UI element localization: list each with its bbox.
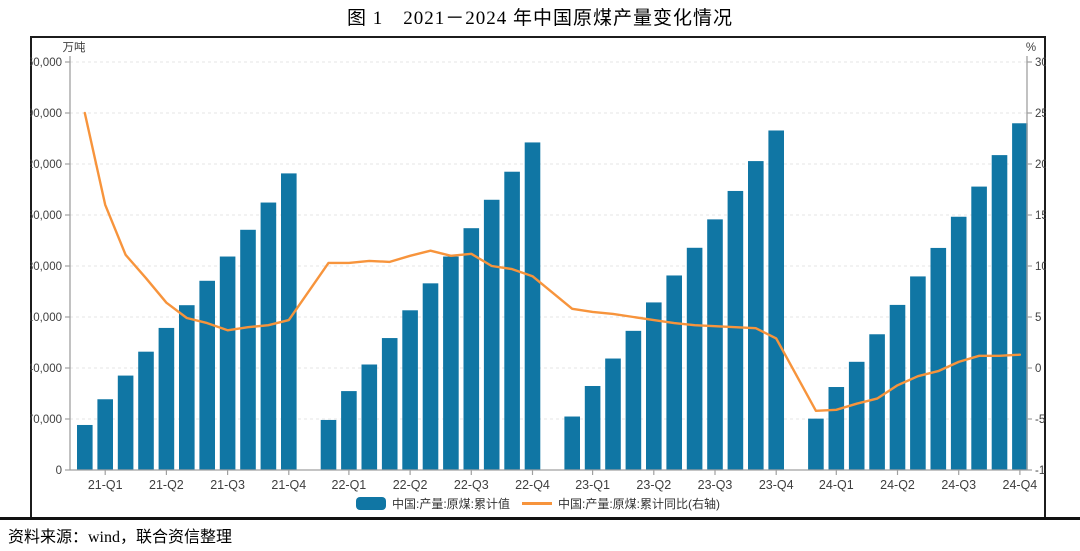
bar — [889, 304, 906, 470]
x-axis-tick-label: 23-Q1 — [575, 478, 610, 492]
left-axis-tick-label: 350,000 — [30, 210, 62, 222]
bar — [768, 130, 784, 470]
bar — [686, 247, 703, 470]
left-axis-tick-label: 280,000 — [30, 261, 62, 273]
line-series-label: 中国:产量:原煤:累计同比(右轴) — [558, 497, 720, 511]
bar — [463, 228, 480, 470]
bar — [584, 385, 601, 470]
bar — [281, 173, 297, 471]
bar — [869, 334, 885, 470]
left-axis-tick-label: 0 — [56, 465, 62, 477]
bar — [808, 418, 824, 470]
bar — [707, 219, 723, 470]
bottom-divider — [0, 517, 1080, 520]
bar — [971, 186, 987, 471]
right-axis-unit: % — [1026, 42, 1036, 54]
right-axis-tick-label: 0 — [1035, 363, 1041, 375]
legend-item-bar-series: 中国:产量:原煤:累计值 — [355, 495, 510, 512]
bar — [240, 229, 256, 470]
x-axis-tick-label: 21-Q3 — [210, 478, 245, 492]
chart-frame: 0 -10 70,000 -5 140,000 0 210,000 5 280,000 10 350… — [30, 36, 1046, 519]
chart-legend: 中国:产量:原煤:累计值 中国:产量:原煤:累计同比(右轴) — [32, 495, 1044, 512]
right-axis-tick-label: 5 — [1035, 312, 1041, 324]
yoy-line — [83, 111, 1022, 412]
bar — [320, 419, 337, 470]
coal-production-chart: 0 -10 70,000 -5 140,000 0 210,000 5 280,000 10 350… — [30, 41, 1046, 492]
bar — [483, 199, 500, 470]
bar-series-swatch-icon — [355, 497, 386, 510]
left-axis-tick-label: 70,000 — [30, 414, 62, 426]
bar — [524, 142, 541, 471]
bar — [605, 358, 621, 470]
x-axis-tick-label: 24-Q1 — [819, 478, 854, 492]
bar — [564, 416, 580, 470]
bar-series-label: 中国:产量:原煤:累计值 — [391, 497, 510, 511]
left-axis-tick-label: 420,000 — [30, 159, 62, 171]
x-axis-tick-label: 24-Q4 — [1003, 478, 1038, 492]
right-axis-tick-label: 10 — [1035, 261, 1046, 273]
bar — [341, 391, 357, 470]
x-axis-tick-label: 23-Q2 — [636, 478, 671, 492]
right-axis-tick-label: -10 — [1035, 465, 1046, 477]
axis-labels-group: 0 -10 70,000 -5 140,000 0 210,000 5 280,000 10 350… — [30, 41, 1046, 492]
x-axis-tick-label: 21-Q1 — [88, 478, 123, 492]
bar — [748, 161, 764, 471]
right-axis-tick-label: 20 — [1035, 159, 1046, 171]
x-axis-tick-label: 23-Q4 — [759, 478, 794, 492]
figure-title: 图 1 2021－2024 年中国原煤产量变化情况 — [346, 8, 733, 29]
bar — [991, 155, 1008, 470]
bar — [1012, 123, 1028, 470]
x-axis-tick-label: 21-Q2 — [149, 478, 184, 492]
left-axis-tick-label: 560,000 — [30, 57, 62, 69]
line-series-swatch-icon — [522, 502, 552, 505]
bar — [97, 399, 113, 470]
bar — [727, 190, 744, 470]
bar — [646, 302, 662, 470]
source-note: 资料来源：wind，联合资信整理 — [8, 529, 233, 546]
bars-group — [77, 123, 1028, 471]
bar — [199, 280, 215, 470]
bar — [77, 424, 93, 470]
bar — [260, 202, 277, 470]
bar — [361, 364, 378, 470]
legend-item-line-series: 中国:产量:原煤:累计同比(右轴) — [522, 495, 720, 512]
bar — [504, 171, 520, 471]
x-axis-tick-label: 24-Q3 — [941, 478, 976, 492]
x-axis-tick-label: 23-Q3 — [698, 478, 733, 492]
left-axis-tick-label: 210,000 — [30, 312, 62, 324]
bar — [158, 327, 175, 470]
bar — [117, 375, 134, 470]
bar — [910, 276, 926, 470]
right-axis-tick-label: 30 — [1035, 57, 1046, 69]
bar — [179, 305, 195, 470]
bar — [828, 387, 845, 470]
right-axis-tick-label: -5 — [1035, 414, 1045, 426]
bar — [443, 256, 459, 470]
right-axis-tick-label: 15 — [1035, 210, 1046, 222]
left-axis-tick-label: 140,000 — [30, 363, 62, 375]
bar — [219, 256, 236, 470]
bar — [848, 361, 865, 470]
bar — [666, 275, 682, 470]
left-axis-tick-label: 490,000 — [30, 108, 62, 120]
bar — [930, 247, 947, 470]
x-axis-tick-label: 22-Q3 — [454, 478, 489, 492]
x-axis-tick-label: 22-Q4 — [515, 478, 550, 492]
x-axis-tick-label: 22-Q1 — [332, 478, 367, 492]
axes-group — [65, 56, 1032, 475]
bar — [950, 216, 967, 470]
left-axis-unit: 万吨 — [63, 41, 86, 54]
x-axis-tick-label: 22-Q2 — [393, 478, 428, 492]
bar — [422, 283, 439, 470]
right-axis-tick-label: 25 — [1035, 108, 1046, 120]
bar — [402, 310, 418, 470]
x-axis-tick-label: 24-Q2 — [880, 478, 915, 492]
bar — [625, 330, 642, 470]
yoy-line-group — [83, 111, 1022, 412]
bar — [381, 338, 398, 470]
x-axis-tick-label: 21-Q4 — [271, 478, 306, 492]
bar — [138, 351, 154, 470]
